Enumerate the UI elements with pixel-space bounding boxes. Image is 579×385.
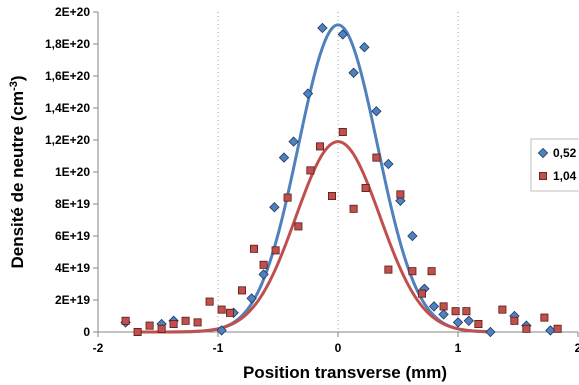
data-point-s0-27 — [545, 325, 556, 336]
data-point-s1-35 — [540, 313, 549, 322]
y-tick-label-0: 0 — [83, 325, 90, 339]
data-point-s0-21 — [438, 309, 449, 320]
y-axis-label-main: Densité de neutre (cm — [8, 91, 27, 269]
legend-marker-series-0 — [537, 147, 549, 159]
data-point-s1-12 — [259, 260, 268, 269]
legend-label-series-1: 1,04 — [553, 169, 577, 183]
data-point-s0-18 — [407, 230, 418, 242]
data-point-s0-9 — [288, 136, 299, 147]
data-point-s0-13 — [348, 67, 359, 78]
data-point-s1-23 — [384, 265, 393, 274]
x-axis-label: Position transverse (mm) — [243, 363, 447, 382]
y-tick-label-3: 6E+19 — [55, 229, 90, 243]
data-point-s1-4 — [169, 319, 178, 328]
fit-curves — [138, 23, 492, 334]
data-point-s1-14 — [283, 193, 292, 202]
y-tick-label-1: 2E+19 — [55, 293, 90, 307]
data-point-s1-36 — [553, 324, 562, 333]
data-point-s0-24 — [485, 326, 496, 338]
tick-labels: 0 2E+19 4E+19 6E+19 8E+19 1E+20 1,2E+20 1,4E+20… — [45, 5, 579, 355]
y-axis-label-superscript: -3 — [8, 81, 20, 91]
data-point-s1-6 — [193, 318, 202, 327]
y-tick-label-7: 1,4E+20 — [45, 101, 90, 115]
data-point-s1-31 — [474, 319, 483, 328]
data-point-s0-10 — [302, 88, 314, 99]
y-tick-label-2: 4E+19 — [55, 261, 90, 275]
y-tick-label-8: 1,6E+20 — [45, 69, 90, 83]
data-point-s1-25 — [408, 267, 417, 276]
x-tick-label-0: -2 — [93, 341, 104, 355]
data-point-s0-16 — [383, 158, 394, 170]
data-point-s0-12 — [337, 29, 348, 40]
x-tick-label-1: -1 — [213, 341, 224, 355]
data-point-s0-8 — [278, 152, 290, 163]
data-point-s1-5 — [181, 316, 190, 325]
legend: 0,52 1,04 — [530, 138, 579, 192]
legend-marker-series-1 — [539, 171, 548, 180]
y-tick-label-5: 1E+20 — [55, 165, 90, 179]
data-point-s1-28 — [439, 302, 448, 311]
x-tick-label-3: 1 — [455, 341, 462, 355]
data-point-s1-10 — [237, 286, 246, 295]
fit-curve-series-1 — [138, 140, 492, 334]
y-tick-label-4: 8E+19 — [55, 197, 90, 211]
data-points — [120, 22, 562, 338]
data-point-s1-33 — [510, 316, 519, 325]
data-point-s1-11 — [249, 244, 258, 253]
axes — [93, 11, 579, 337]
data-point-s0-23 — [463, 315, 474, 326]
data-point-s1-30 — [462, 307, 471, 316]
data-point-s0-22 — [452, 317, 464, 328]
x-tick-label-2: 0 — [335, 341, 342, 355]
data-point-s1-17 — [315, 142, 324, 151]
grid-lines — [217, 12, 459, 332]
data-point-s1-13 — [271, 246, 280, 255]
data-point-s0-3 — [216, 325, 227, 336]
data-point-s1-3 — [157, 324, 166, 333]
y-axis-label: Densité de neutre (cm-3) — [8, 75, 27, 268]
y-tick-label-10: 2E+20 — [55, 5, 90, 19]
data-point-s1-27 — [427, 267, 436, 276]
data-point-s1-34 — [522, 324, 531, 333]
data-point-s1-1 — [133, 327, 142, 336]
data-point-s0-15 — [371, 106, 382, 117]
data-point-s1-26 — [417, 289, 426, 298]
data-point-s0-11 — [317, 22, 328, 34]
data-point-s1-24 — [396, 190, 405, 199]
data-point-s1-18 — [327, 191, 336, 200]
x-tick-label-4: 2 — [575, 341, 579, 355]
data-point-s1-9 — [225, 308, 234, 317]
data-point-s1-0 — [121, 316, 130, 325]
data-point-s0-17 — [395, 195, 406, 206]
data-point-s0-6 — [258, 269, 269, 280]
data-point-s0-5 — [246, 293, 257, 304]
legend-label-series-0: 0,52 — [553, 146, 577, 160]
data-point-s1-32 — [498, 305, 507, 314]
data-point-s0-14 — [359, 42, 370, 53]
data-point-s1-20 — [349, 204, 358, 213]
y-tick-label-9: 1,8E+20 — [45, 37, 90, 51]
data-point-s1-21 — [361, 183, 370, 192]
legend-box — [530, 138, 579, 192]
data-point-s0-20 — [428, 301, 440, 312]
data-point-s1-16 — [306, 166, 315, 175]
data-point-s1-19 — [338, 127, 347, 136]
fit-curve-series-0 — [138, 23, 492, 334]
y-tick-label-6: 1,2E+20 — [45, 133, 90, 147]
data-point-s1-29 — [451, 307, 460, 316]
data-point-s1-22 — [372, 153, 381, 162]
data-point-s1-15 — [294, 222, 303, 231]
data-point-s1-8 — [217, 305, 226, 314]
data-point-s1-2 — [145, 321, 154, 330]
data-point-s1-7 — [205, 297, 214, 306]
data-point-s0-7 — [269, 202, 280, 213]
y-axis-label-end: ) — [8, 75, 27, 81]
